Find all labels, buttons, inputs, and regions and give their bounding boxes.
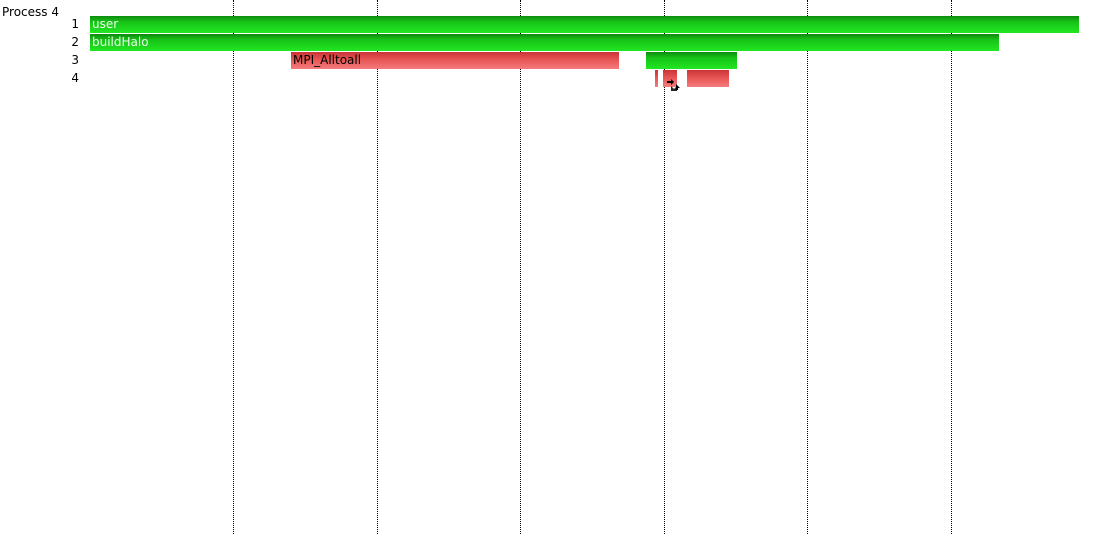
grid-line [233,0,234,534]
row-label-2: 2 [71,35,79,49]
grid-line [377,0,378,534]
bar-mpi-alltoall[interactable]: MPI_Alltoall [291,52,619,69]
grid-line [951,0,952,534]
bar-row4-mpi-segment-3[interactable] [687,70,729,87]
bar-row3-user-segment[interactable] [646,52,737,69]
process-title: Process 4 [2,5,59,19]
grid-line [664,0,665,534]
grid-line [520,0,521,534]
bar-row4-mpi-segment-2[interactable] [663,70,677,87]
row-label-3: 3 [71,53,79,67]
grid-line [807,0,808,534]
row-label-4: 4 [71,71,79,85]
bar-buildhalo[interactable]: buildHalo [90,34,999,51]
bar-row4-mpi-segment-1[interactable] [655,70,658,87]
resize-cursor-icon [667,79,680,91]
row-label-1: 1 [71,17,79,31]
bar-user[interactable]: user [90,16,1079,33]
